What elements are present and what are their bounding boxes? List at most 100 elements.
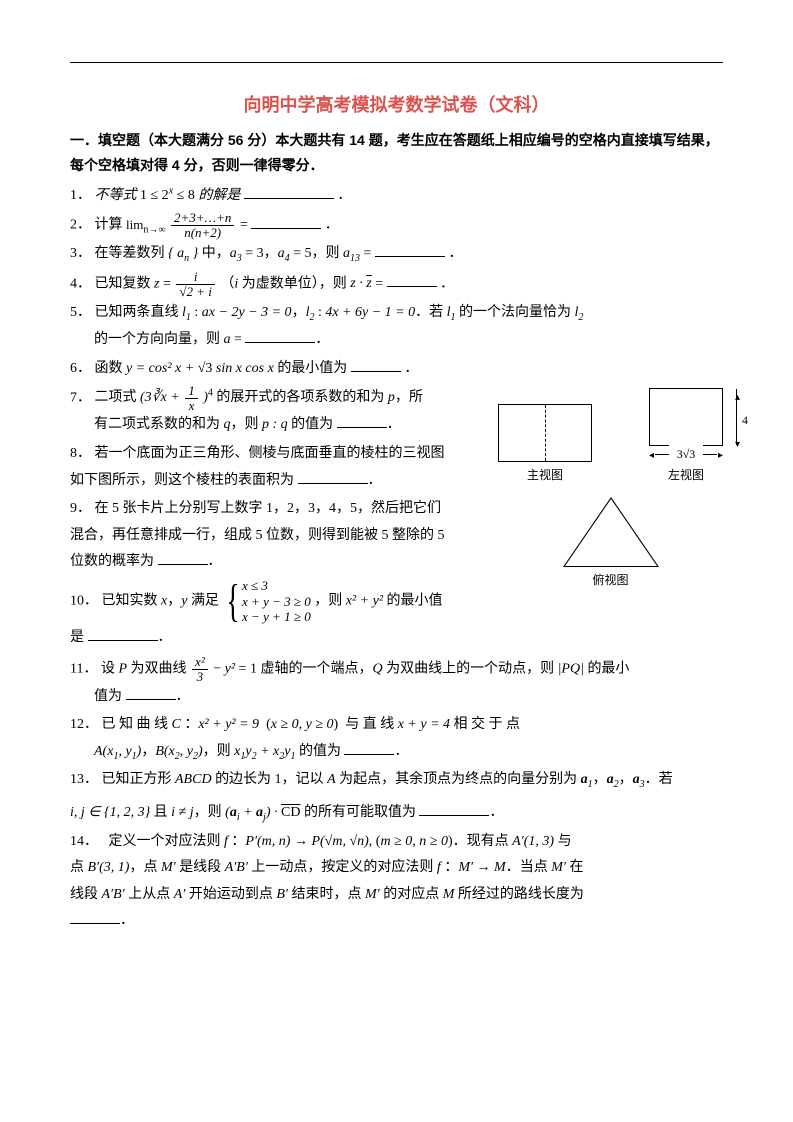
q5-line1: 已知两条直线 l1 : ax − 2y − 3 = 0，l2 : 4x + 6y…: [95, 305, 584, 320]
q4-num: 4．: [70, 276, 91, 291]
q8-num: 8．: [70, 446, 91, 461]
q4-tail: ．: [440, 276, 454, 291]
q4-frac: i √2 + i: [176, 270, 215, 298]
section-1-heading: 一．填空题（本大题满分 56 分）本大题共有 14 题，考生应在答题纸上相应编号…: [70, 128, 723, 178]
q2-eq: =: [240, 218, 251, 233]
q9-line1: 在 5 张卡片上分别写上数字 1，2，3，4，5，然后把它们: [95, 501, 442, 516]
q2-tail: ．: [325, 218, 339, 233]
q1-num: 1．: [70, 188, 91, 203]
width-dim: ◂▸ 3√3: [649, 446, 723, 462]
question-14: 14． 定义一个对应法则 f ：P′(m, n) → P(√m, √n), (m…: [70, 829, 723, 935]
q2-lim: limn→∞: [126, 217, 165, 232]
three-view-figure: 主视图 ▴▾ 4 ◂▸ 3√3 左视图 俯视图: [498, 388, 723, 592]
q8-blank: [298, 470, 368, 484]
question-1: 1． 不等式 1 ≤ 2x ≤ 8 的解是 ．: [70, 183, 723, 210]
q13-line1: 已知正方形 ABCD 的边长为 1，记以 A 为起点，其余顶点为终点的向量分别为…: [102, 772, 673, 787]
q12-blank: [344, 741, 394, 755]
q10-pre: 已知实数 x，y 满足: [102, 594, 223, 609]
q10-cases: x ≤ 3 x + y − 3 ≥ 0 x − y + 1 ≥ 0: [242, 578, 311, 625]
top-view: 俯视图: [498, 497, 723, 592]
question-5: 5． 已知两条直线 l1 : ax − 2y − 3 = 0，l2 : 4x +…: [70, 300, 723, 353]
front-view: 主视图: [498, 404, 592, 487]
q11-frac: x² 3: [192, 655, 208, 683]
q13-num: 13．: [70, 772, 98, 787]
q7-line1: 二项式 (3∛x + 1x )4 的展开式的各项系数的和为 p，所: [95, 390, 423, 405]
q1-tail: ．: [337, 188, 351, 203]
q2-pre: 计算: [95, 218, 127, 233]
q3-blank: [375, 244, 445, 258]
q9-num: 9．: [70, 501, 91, 516]
q10-blank: [88, 627, 158, 641]
front-label: 主视图: [498, 464, 592, 487]
front-rect: [498, 404, 592, 462]
q10-mid: ，则 x² + y² 的最小值: [314, 594, 442, 609]
q14-line2: 点 B′(3, 1)，点 M′ 是线段 A′B′ 上一动点，按定义的对应法则 f…: [70, 855, 723, 882]
q8-line2: 如下图所示，则这个棱柱的表面积为 ．: [70, 468, 488, 495]
q2-blank: [251, 215, 321, 229]
q14-blank: [70, 911, 120, 925]
q6-body: 函数 y = cos² x + √3 sin x cos x 的最小值为: [95, 361, 348, 376]
q14-line1: 定义一个对应法则 f ：P′(m, n) → P(√m, √n), (m ≥ 0…: [102, 834, 572, 849]
q12-line2: A(x1, y1)，B(x2, y2)，则 x1y2 + x2y1 的值为 ．: [70, 739, 723, 766]
q3-num: 3．: [70, 246, 91, 261]
question-4: 4． 已知复数 z = i √2 + i （i 为虚数单位），则 z · z =…: [70, 270, 723, 298]
q4-pre: 已知复数 z =: [95, 276, 175, 291]
q14-line4: ．: [70, 908, 723, 935]
question-11: 11． 设 P 为双曲线 x² 3 − y² = 1 虚轴的一个端点，Q 为双曲…: [70, 655, 723, 710]
q4-blank: [387, 274, 437, 288]
q10-num: 10．: [70, 594, 98, 609]
question-13: 13． 已知正方形 ABCD 的边长为 1，记以 A 为起点，其余顶点为终点的向…: [70, 767, 723, 826]
q7-num: 7．: [70, 390, 91, 405]
height-dim: ▴▾ 4: [724, 389, 740, 445]
q6-blank: [351, 358, 401, 372]
q11-blank: [126, 686, 176, 700]
question-6: 6． 函数 y = cos² x + √3 sin x cos x 的最小值为 …: [70, 356, 723, 383]
q9-line2: 混合，再任意排成一行，组成 5 位数，则得到能被 5 整除的 5: [70, 523, 488, 550]
question-10: 10． 已知实数 x，y 满足 { x ≤ 3 x + y − 3 ≥ 0 x …: [70, 578, 488, 651]
q11-num: 11．: [70, 662, 97, 677]
q12-num: 12．: [70, 717, 98, 732]
triangle-shape: [563, 497, 659, 567]
q13-blank: [419, 802, 489, 816]
q1-blank: [244, 185, 334, 199]
q6-num: 6．: [70, 361, 91, 376]
side-rect: ▴▾ 4: [649, 388, 723, 446]
question-12: 12． 已 知 曲 线 C ：x² + y² = 9 (x ≥ 0, y ≥ 0…: [70, 712, 723, 765]
q4-mid: （i 为虚数单位），则 z · z =: [220, 276, 386, 291]
question-7: 7． 二项式 (3∛x + 1x )4 的展开式的各项系数的和为 p，所 有二项…: [70, 384, 488, 439]
question-9: 9． 在 5 张卡片上分别写上数字 1，2，3，4，5，然后把它们 混合，再任意…: [70, 496, 488, 576]
q8-line1: 若一个底面为正三角形、侧棱与底面垂直的棱柱的三视图: [95, 446, 445, 461]
brace-left-icon: {: [227, 578, 240, 624]
q11-mid: − y² = 1 虚轴的一个端点，Q 为双曲线上的一个动点，则 |PQ| 的最小: [213, 662, 629, 677]
q2-num: 2．: [70, 218, 91, 233]
top-label: 俯视图: [498, 569, 723, 592]
exam-page: 向明中学高考模拟考数学试卷（文科） 一．填空题（本大题满分 56 分）本大题共有…: [0, 0, 793, 1122]
q14-line3: 线段 A′B′ 上从点 A′ 开始运动到点 B′ 结束时，点 M′ 的对应点 M…: [70, 882, 723, 909]
q6-tail: ．: [404, 361, 418, 376]
exam-title: 向明中学高考模拟考数学试卷（文科）: [70, 88, 723, 122]
view-row-top: 主视图 ▴▾ 4 ◂▸ 3√3 左视图: [498, 388, 723, 487]
q7-line2: 有二项式系数的和为 q，则 p : q 的值为 ．: [70, 412, 488, 439]
q12-line1: 已 知 曲 线 C ：x² + y² = 9 (x ≥ 0, y ≥ 0) 与 …: [102, 717, 521, 732]
side-view: ▴▾ 4 ◂▸ 3√3 左视图: [649, 388, 723, 487]
q11-line2: 值为 ．: [70, 684, 723, 711]
question-8: 8． 若一个底面为正三角形、侧棱与底面垂直的棱柱的三视图 如下图所示，则这个棱柱…: [70, 441, 488, 494]
q7-blank: [337, 415, 387, 429]
question-2: 2． 计算 limn→∞ 2+3+…+n n(n+2) = ．: [70, 211, 723, 239]
q14-num: 14．: [70, 834, 98, 849]
question-3: 3． 在等差数列 { an } 中，a3 = 3，a4 = 5，则 a13 = …: [70, 241, 723, 268]
q9-blank: [158, 552, 208, 566]
q2-frac: 2+3+…+n n(n+2): [171, 211, 234, 239]
q13-line2: i, j ∈ {1, 2, 3} 且 i ≠ j，则 (ai + aj) · C…: [70, 800, 723, 827]
q1-body: 不等式 1 ≤ 2x ≤ 8 的解是: [95, 188, 241, 203]
q11-pre: 设 P 为双曲线: [101, 662, 190, 677]
q5-blank: [245, 329, 315, 343]
q5-num: 5．: [70, 305, 91, 320]
q5-line2: 的一个方向向量，则 a = ．: [70, 327, 723, 354]
q10-line2: 是 ．: [70, 625, 488, 652]
q3-tail: ．: [448, 246, 462, 261]
top-rule: [70, 62, 723, 63]
side-label: 左视图: [649, 464, 723, 487]
q3-pre: 在等差数列 { an } 中，a3 = 3，a4 = 5，则 a13 =: [95, 246, 375, 261]
q9-line3: 位数的概率为 ．: [70, 549, 488, 576]
